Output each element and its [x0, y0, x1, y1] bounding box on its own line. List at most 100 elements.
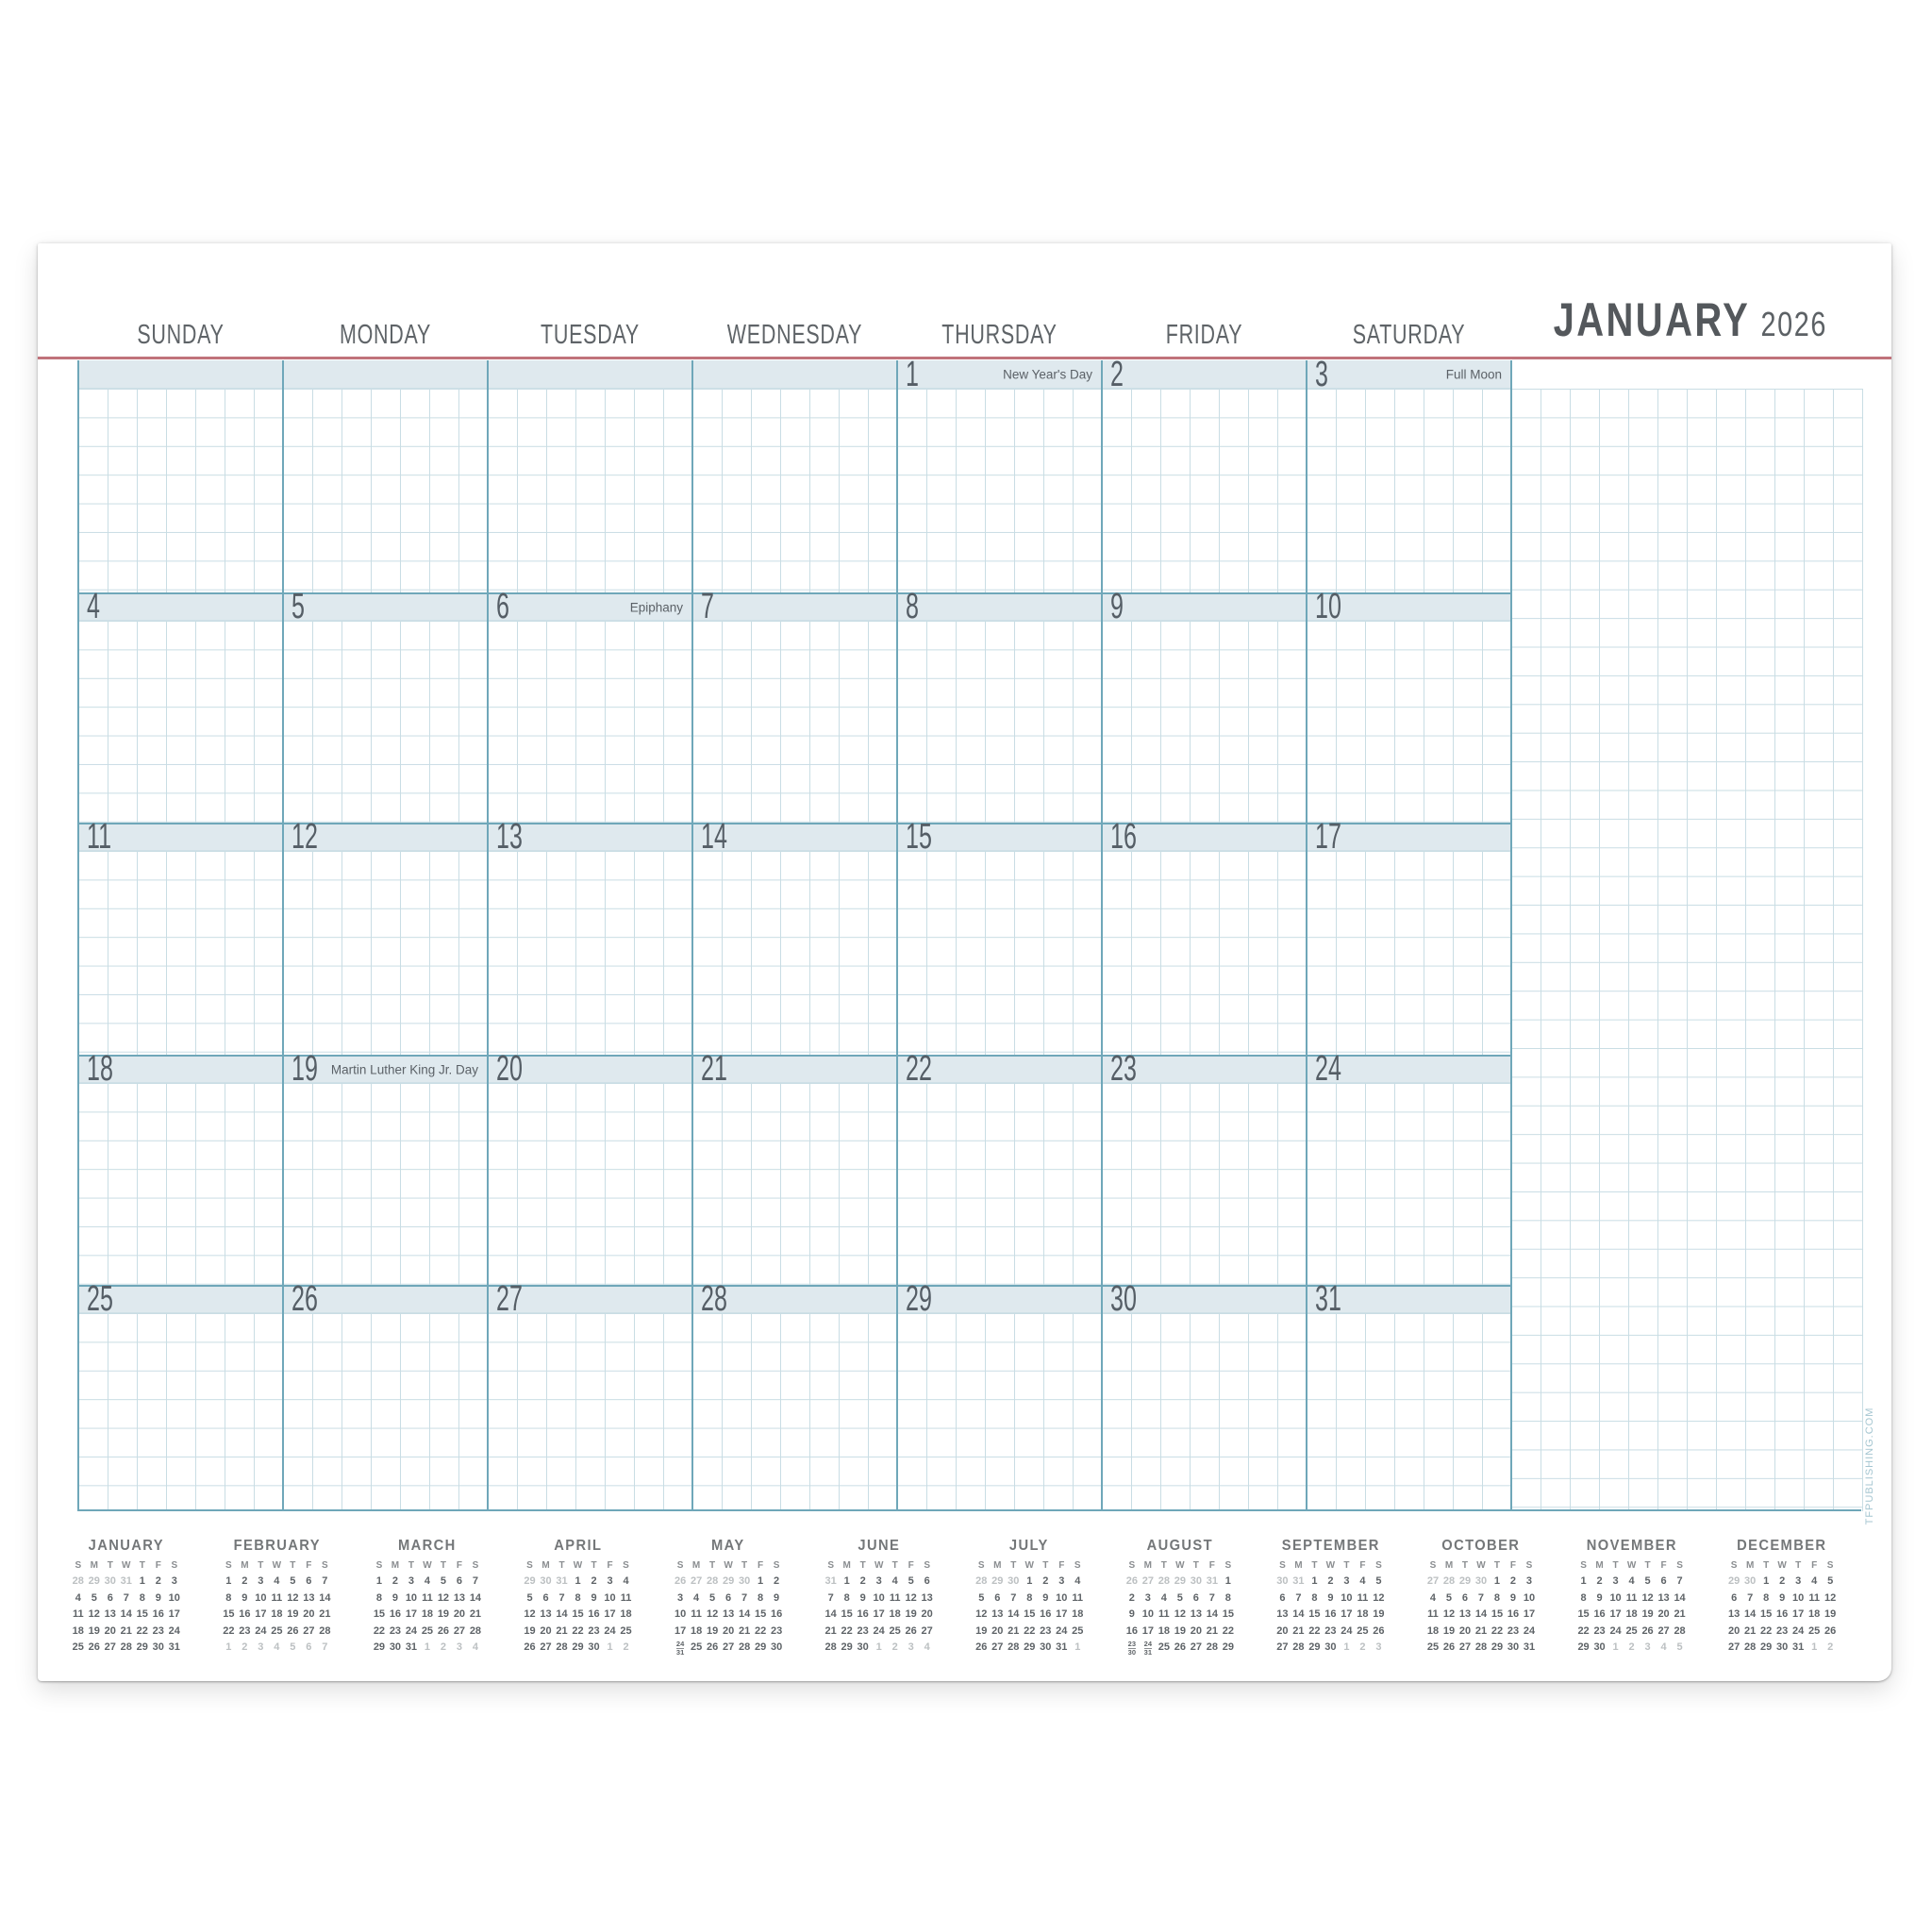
mini-date: 17: [1792, 1608, 1805, 1621]
mini-date: 17: [1141, 1624, 1154, 1637]
column-divider: [282, 360, 284, 1511]
mini-date: 19: [1442, 1624, 1456, 1637]
calendar-sheet: SUNDAY MONDAY TUESDAY WEDNESDAY THURSDAY FRID…: [38, 243, 1891, 1681]
weekday-header: MONDAY: [339, 320, 432, 350]
mini-date: 1: [424, 1641, 430, 1654]
mini-date: 28: [1744, 1641, 1757, 1654]
mini-date: 2: [242, 1641, 248, 1654]
mini-date: 29: [841, 1641, 853, 1654]
mini-weekday-header: S: [171, 1560, 178, 1571]
mini-date: 14: [824, 1608, 837, 1621]
mini-date: 31: [1206, 1575, 1218, 1587]
mini-date: 30: [857, 1641, 869, 1654]
mini-date: 19: [905, 1608, 917, 1621]
mini-month-grid: S M T W T F S 1 2 3 4 5 6 7 8 9 10 11 12 13 14 15 16 17 18 19 20 21…: [1557, 1557, 1707, 1657]
mini-date: 26: [1824, 1624, 1837, 1637]
mini-date: 23: [770, 1624, 783, 1637]
mini-date: 17: [604, 1608, 616, 1621]
mini-date: 13: [104, 1608, 116, 1621]
mini-weekday-header: T: [1644, 1560, 1651, 1571]
mini-weekday-header: M: [90, 1560, 98, 1571]
mini-date: 10: [1609, 1591, 1622, 1604]
mini-date: 15: [1760, 1608, 1773, 1621]
week-row: 18 19 Martin Luther King Jr. Day 20 21 22 23 24: [78, 1049, 1511, 1285]
mini-calendar-april: APRIL S M T W T F S 29 30 31 1 2 3 4 5 6 7 8 9 10 11 12 13 14 15 1…: [503, 1538, 654, 1670]
mini-date: 13: [1728, 1608, 1740, 1621]
mini-date: 31: [824, 1575, 837, 1587]
mini-date: 1: [1343, 1641, 1350, 1654]
mini-date-bottom: 30: [1127, 1647, 1136, 1657]
mini-date: 28: [1674, 1624, 1686, 1637]
mini-date: 28: [1292, 1641, 1305, 1654]
mini-date: 22: [1024, 1624, 1036, 1637]
mini-date: 3: [456, 1641, 462, 1654]
mini-date: 14: [1474, 1608, 1488, 1621]
mini-date: 30: [152, 1641, 164, 1654]
day-cell: 5: [283, 589, 488, 625]
mini-date: 25: [72, 1641, 84, 1654]
mini-weekday-header: T: [859, 1560, 866, 1571]
mini-date: 25: [1357, 1624, 1369, 1637]
mini-weekday-header: T: [1763, 1560, 1770, 1571]
mini-date: 8: [758, 1591, 764, 1604]
mini-date: 28: [556, 1641, 568, 1654]
holiday-label: Martin Luther King Jr. Day: [330, 1062, 478, 1076]
mini-date: 4: [1074, 1575, 1081, 1587]
mini-weekday-header: S: [1279, 1560, 1286, 1571]
mini-date: 11: [1808, 1591, 1820, 1604]
mini-date: 24: [168, 1624, 180, 1637]
mini-date: 7: [1208, 1591, 1215, 1604]
holiday-label: Epiphany: [629, 600, 683, 614]
mini-date: 1: [575, 1575, 581, 1587]
mini-date: 22: [1308, 1624, 1321, 1637]
mini-date: 31: [1792, 1641, 1805, 1654]
mini-month-grid: S M T W T F S 26 27 28 29 30 31 1 2 3 4 5 6 7 8 9 10 11 12 13 14 15…: [1105, 1557, 1256, 1657]
mini-date: 11: [620, 1591, 632, 1604]
mini-date: 26: [1125, 1575, 1138, 1587]
mini-date: 15: [1308, 1608, 1321, 1621]
mini-weekday-header: W: [272, 1560, 282, 1571]
date-number: 22: [906, 1049, 932, 1089]
mini-date: 7: [322, 1575, 328, 1587]
mini-date: 28: [120, 1641, 132, 1654]
mini-date: 19: [524, 1624, 536, 1637]
mini-date: 26: [975, 1641, 988, 1654]
mini-date: 31: [168, 1641, 180, 1654]
mini-month-title: DECEMBER: [1737, 1538, 1827, 1554]
mini-date: 13: [921, 1591, 933, 1604]
mini-date: 17: [1056, 1608, 1068, 1621]
day-cell: 23: [1102, 1051, 1307, 1087]
mini-date: 27: [991, 1641, 1004, 1654]
day-cell: 29: [897, 1281, 1102, 1317]
mini-month-grid: S M T W T F S 1 2 3 4 5 6 7 8 9 10 11 12 13 14 15 16 17 18 19 20 21…: [202, 1557, 353, 1657]
mini-date: 7: [1676, 1575, 1683, 1587]
mini-weekday-header: T: [1795, 1560, 1802, 1571]
weekday-header: TUESDAY: [541, 320, 640, 350]
mini-date: 25: [1808, 1624, 1821, 1637]
weekday-header: THURSDAY: [941, 320, 1058, 350]
mini-date: 29: [1577, 1641, 1590, 1654]
mini-date: 4: [924, 1641, 930, 1654]
mini-date: 3: [258, 1575, 264, 1587]
mini-month-grid: S M T W T F S 29 30 31 1 2 3 4 5 6 7 8 9 10 11 12 13 14 15 16 17 18…: [503, 1557, 654, 1657]
mini-calendar-may: MAY S M T W T F S 26 27 28 29 30 1 2 3 4 5 6 7 8 9 10 11 12 13 14 1…: [653, 1538, 804, 1670]
mini-date: 16: [857, 1608, 869, 1621]
mini-weekday-header: T: [440, 1560, 446, 1571]
date-number: 18: [87, 1049, 113, 1089]
mini-date: 14: [1206, 1608, 1218, 1621]
mini-date: 21: [1292, 1624, 1305, 1637]
day-cell: 26: [283, 1281, 488, 1317]
mini-date: 8: [1311, 1591, 1318, 1604]
mini-weekday-header: T: [1461, 1560, 1469, 1571]
mini-date: 9: [1509, 1591, 1517, 1604]
mini-date: 21: [1744, 1624, 1757, 1637]
mini-date: 20: [991, 1624, 1004, 1637]
mini-date: 11: [1158, 1608, 1170, 1621]
mini-date: 28: [1008, 1641, 1020, 1654]
mini-date: 17: [1609, 1608, 1622, 1621]
mini-date: 13: [1276, 1608, 1289, 1621]
mini-month-title: MAY: [711, 1538, 745, 1554]
day-cell: 24: [1307, 1051, 1511, 1087]
day-cell: 3 Full Moon: [1307, 357, 1511, 392]
mini-date: 2: [1359, 1641, 1366, 1654]
